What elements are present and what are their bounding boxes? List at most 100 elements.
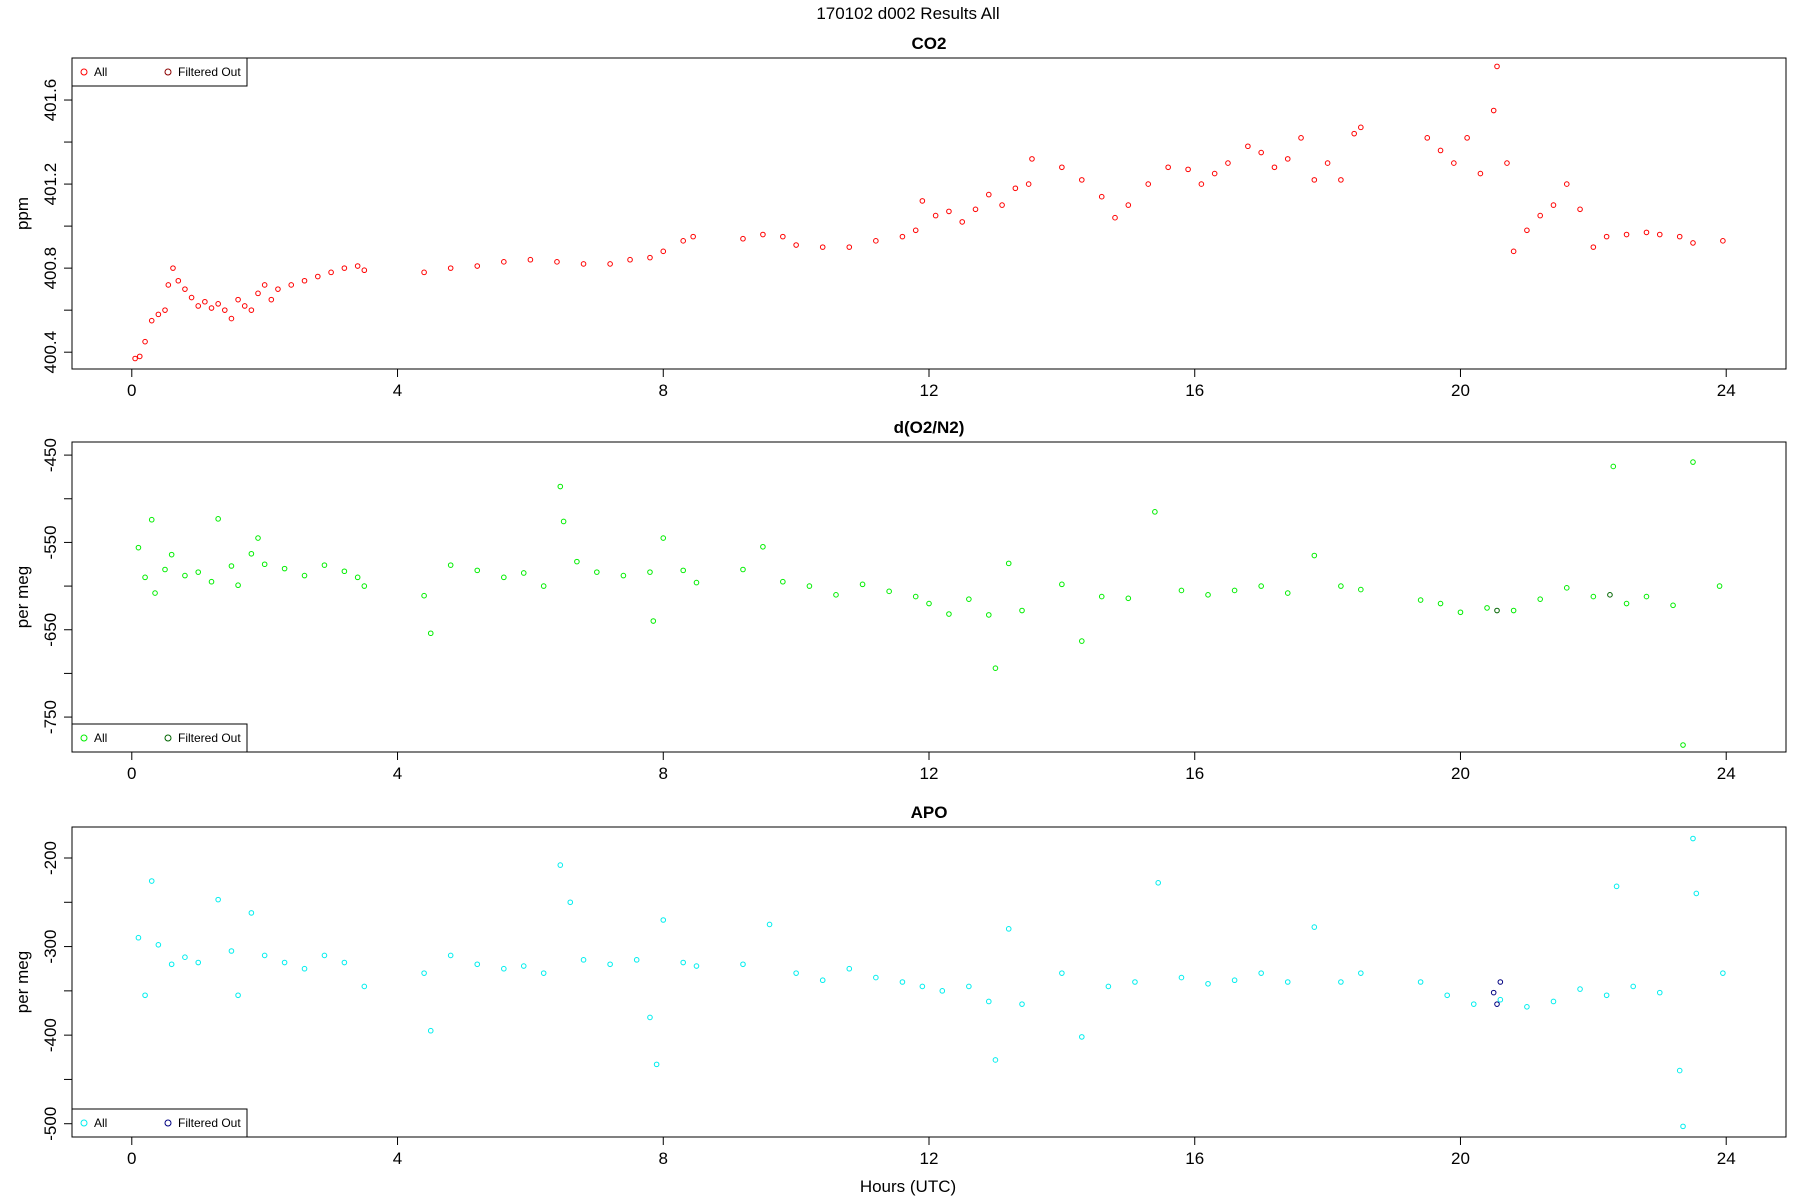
data-point xyxy=(1012,185,1019,192)
x-tick-label: 16 xyxy=(1185,764,1204,783)
data-point xyxy=(650,618,657,624)
data-point xyxy=(886,588,892,595)
data-point xyxy=(680,238,686,244)
data-point xyxy=(170,265,176,271)
data-point xyxy=(690,233,696,240)
data-point xyxy=(780,578,786,585)
data-point xyxy=(1610,463,1617,470)
data-point xyxy=(248,307,255,313)
data-point xyxy=(1152,509,1158,515)
data-point xyxy=(1125,202,1132,208)
data-point xyxy=(1112,214,1118,221)
data-point xyxy=(760,231,766,238)
data-point xyxy=(148,878,155,884)
data-point xyxy=(992,665,999,671)
data-point xyxy=(1716,583,1723,589)
data-point xyxy=(1510,248,1517,255)
data-point xyxy=(1690,459,1696,465)
data-point xyxy=(1613,883,1620,890)
data-point xyxy=(421,592,427,599)
data-point xyxy=(1524,1004,1530,1010)
data-point xyxy=(1680,742,1686,748)
data-point xyxy=(1311,924,1318,930)
x-tick-label: 24 xyxy=(1717,381,1736,400)
x-axis-label: Hours (UTC) xyxy=(860,1177,956,1196)
data-point xyxy=(1444,992,1450,999)
data-point xyxy=(1351,130,1357,137)
series-all xyxy=(132,63,1726,362)
panel-3: APO per meg 0 4 8 12 16 20 24 -200 -300 -400 -500 All… xyxy=(13,803,1787,1168)
data-point xyxy=(1497,979,1504,985)
data-point xyxy=(501,259,507,265)
data-point xyxy=(1603,992,1610,999)
data-point xyxy=(447,952,454,959)
x-tick-label: 12 xyxy=(920,764,939,783)
data-point xyxy=(1231,587,1238,594)
legend-marker xyxy=(80,734,88,742)
x-tick-label: 4 xyxy=(393,381,402,400)
data-point xyxy=(1258,149,1264,156)
y-tick-label: 400.8 xyxy=(41,247,60,290)
data-point xyxy=(1680,1123,1686,1130)
data-point xyxy=(1324,160,1331,166)
data-point xyxy=(1178,974,1185,981)
data-point xyxy=(135,544,142,551)
data-point xyxy=(1231,977,1238,984)
data-point xyxy=(1676,1067,1683,1074)
data-point xyxy=(693,579,700,586)
data-point xyxy=(899,233,906,240)
data-point xyxy=(1005,560,1012,567)
data-point xyxy=(1490,989,1497,996)
data-point xyxy=(261,952,268,959)
y-tick-label: -750 xyxy=(41,700,60,734)
x-tick-label: 24 xyxy=(1717,1149,1736,1168)
data-point xyxy=(985,998,992,1005)
legend-marker xyxy=(164,68,172,76)
data-point xyxy=(447,562,454,568)
data-point xyxy=(580,957,587,963)
data-point xyxy=(1198,181,1205,187)
data-point xyxy=(1338,583,1344,589)
data-point xyxy=(1358,586,1364,593)
data-point xyxy=(992,1057,999,1063)
data-point xyxy=(1490,107,1497,114)
data-point xyxy=(1185,166,1191,173)
data-point xyxy=(215,896,221,903)
data-point xyxy=(268,296,275,303)
x-tick-label: 8 xyxy=(659,1149,668,1168)
y-tick-label: 401.6 xyxy=(41,79,60,122)
data-point xyxy=(607,961,613,968)
data-point xyxy=(1623,600,1630,607)
data-point xyxy=(361,583,368,589)
x-tick-label: 0 xyxy=(127,381,136,400)
data-point xyxy=(215,301,221,307)
data-point xyxy=(959,219,966,225)
data-point xyxy=(235,582,241,589)
data-point xyxy=(1019,1001,1025,1007)
legend: All Filtered Out xyxy=(71,57,248,87)
data-point xyxy=(1165,164,1171,171)
data-point xyxy=(607,261,613,267)
data-point xyxy=(354,574,361,581)
data-point xyxy=(1311,177,1318,183)
x-tick-label: 12 xyxy=(920,381,939,400)
data-point xyxy=(281,565,288,572)
data-point xyxy=(557,862,564,868)
data-point xyxy=(328,269,334,276)
data-point xyxy=(647,1014,653,1021)
data-point xyxy=(501,574,507,581)
data-point xyxy=(1470,1001,1477,1007)
data-point xyxy=(474,961,481,968)
data-point xyxy=(873,238,879,244)
data-point xyxy=(142,574,148,581)
data-point xyxy=(1590,244,1597,250)
data-point xyxy=(261,282,268,288)
data-point xyxy=(195,569,202,575)
data-point xyxy=(1590,593,1597,600)
data-point xyxy=(966,596,972,602)
data-point xyxy=(620,572,627,579)
x-tick-label: 0 xyxy=(127,764,136,783)
x-tick-label: 16 xyxy=(1185,381,1204,400)
data-point xyxy=(315,273,321,280)
data-point xyxy=(195,303,202,309)
